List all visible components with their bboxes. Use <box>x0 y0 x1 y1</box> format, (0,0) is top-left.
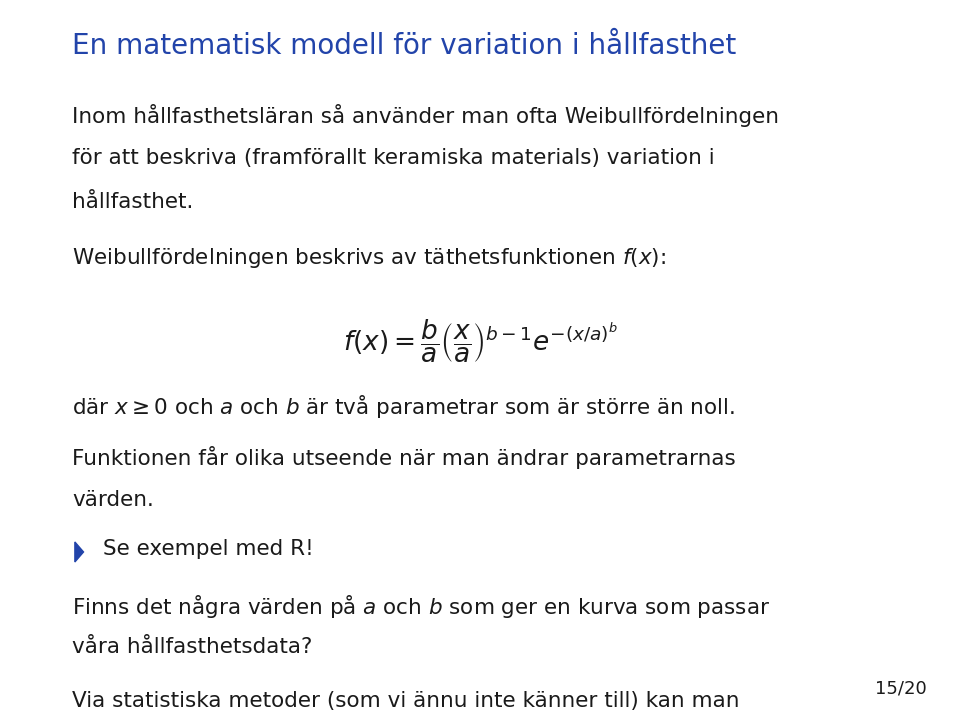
Text: Via statistiska metoder (som vi ännu inte känner till) kan man: Via statistiska metoder (som vi ännu int… <box>72 691 739 711</box>
Text: Funktionen får olika utseende när man ändrar parametrarnas: Funktionen får olika utseende när man än… <box>72 446 735 469</box>
Text: Inom hållfasthetsläran så använder man ofta Weibullfördelningen: Inom hållfasthetsläran så använder man o… <box>72 104 779 127</box>
Polygon shape <box>75 542 84 562</box>
Text: våra hållfasthetsdata?: våra hållfasthetsdata? <box>72 637 312 657</box>
Text: Finns det några värden på $a$ och $b$ som ger en kurva som passar: Finns det några värden på $a$ och $b$ so… <box>72 593 770 620</box>
Text: En matematisk modell för variation i hållfasthet: En matematisk modell för variation i hål… <box>72 32 736 60</box>
Text: Weibullfördelningen beskrivs av täthetsfunktionen $f(x)$:: Weibullfördelningen beskrivs av täthetsf… <box>72 246 666 270</box>
Text: hållfasthet.: hållfasthet. <box>72 192 193 212</box>
Text: värden.: värden. <box>72 490 154 511</box>
Text: där $x \geq 0$ och $a$ och $b$ är två parametrar som är större än noll.: där $x \geq 0$ och $a$ och $b$ är två pa… <box>72 393 735 420</box>
Text: för att beskriva (framförallt keramiska materials) variation i: för att beskriva (framförallt keramiska … <box>72 148 714 168</box>
Text: 15/20: 15/20 <box>875 679 926 697</box>
Text: $f(x) = \dfrac{b}{a} \left( \dfrac{x}{a} \right)^{b-1} e^{-(x/a)^b}$: $f(x) = \dfrac{b}{a} \left( \dfrac{x}{a}… <box>343 317 617 365</box>
Text: Se exempel med R!: Se exempel med R! <box>103 539 314 559</box>
